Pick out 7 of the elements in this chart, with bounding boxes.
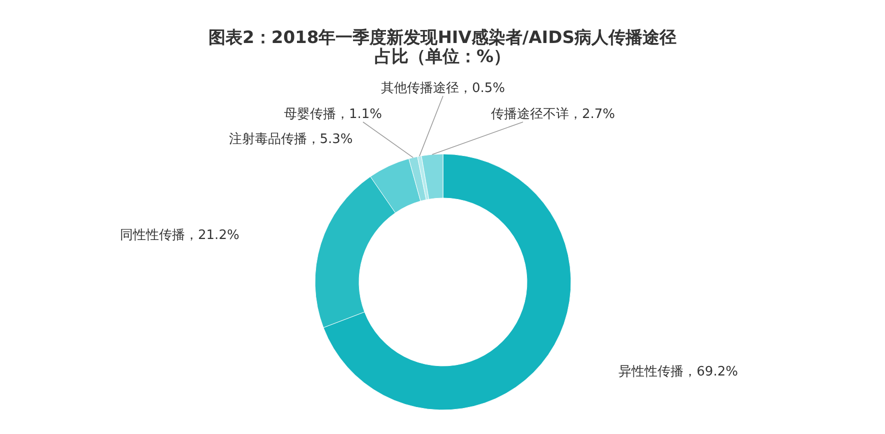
slice-label: 注射毒品传播，5.3% — [228, 132, 353, 147]
slice-label: 其他传播途径，0.5% — [380, 81, 506, 96]
chart-title: 图表2：2018年一季度新发现HIV感染者/AIDS病人传播途径占比（单位：%） — [208, 28, 676, 67]
slice-label: 异性性传播，69.2% — [618, 364, 738, 380]
slice-label: 母婴传播，1.1% — [284, 107, 382, 122]
slice-label: 同性性传播，21.2% — [120, 228, 240, 244]
slice-label: 传播途径不详，2.7% — [490, 107, 616, 122]
